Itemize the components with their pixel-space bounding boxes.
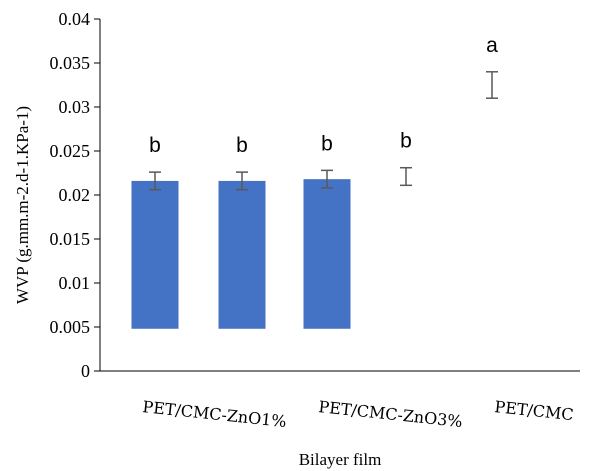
bar [131, 180, 179, 329]
x-category-label: PET/CMC [494, 397, 575, 424]
significance-label: b [236, 134, 248, 157]
y-tick-label: 0.025 [50, 141, 91, 161]
y-tick-label: 0.03 [59, 97, 91, 117]
y-tick-label: 0.01 [59, 273, 91, 293]
error-bar [400, 166, 412, 187]
error-bar [149, 171, 161, 191]
error-bar [321, 169, 333, 189]
y-tick-label: 0.005 [50, 317, 91, 337]
bar [218, 180, 266, 329]
y-tick-label: 0.035 [50, 53, 91, 73]
bar [303, 179, 351, 329]
y-tick-label: 0.015 [50, 229, 91, 249]
significance-label: b [400, 130, 412, 153]
y-tick-label: 0.04 [59, 9, 91, 29]
x-axis-title: Bilayer film [299, 450, 382, 469]
y-axis-title: WVP (g.mm.m-2.d-1.KPa-1) [13, 106, 32, 304]
significance-label: b [321, 132, 333, 155]
x-category-label: PET/CMC-ZnO1% [142, 397, 288, 431]
x-category-label: PET/CMC-ZnO3% [318, 397, 464, 431]
y-tick-label: 0.02 [59, 185, 91, 205]
significance-label: a [486, 34, 498, 57]
error-bar [486, 71, 498, 99]
y-tick-label: 0 [81, 361, 90, 381]
error-bar [236, 171, 248, 191]
category-labels: PET/CMC-ZnO1% PET/CMC-ZnO3% PET/CMC [142, 397, 575, 431]
significance-label: b [149, 134, 161, 157]
y-axis: 0 0.005 0.01 0.015 0.02 0.025 0.03 0.035 0.04 [50, 9, 580, 381]
bars: b b b b a [131, 34, 498, 329]
